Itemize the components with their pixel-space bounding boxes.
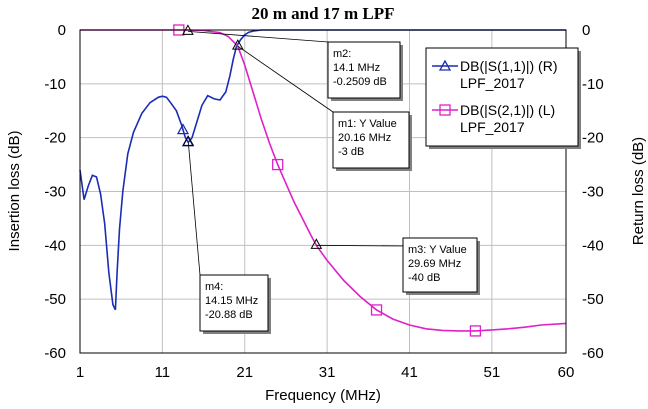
marker-box: [199, 274, 269, 332]
y-right-tick-label: -20: [582, 130, 604, 147]
y-right-tick-label: -60: [582, 345, 604, 362]
y-left-tick-label: -40: [44, 237, 66, 254]
marker-triangle: [231, 39, 244, 50]
legend-swatch-symbol: [438, 59, 452, 71]
y-left-tick-label: -20: [44, 130, 66, 147]
x-tick-label: 11: [155, 364, 171, 381]
x-tick-label: 41: [401, 364, 418, 381]
marker-triangle: [310, 238, 323, 249]
y-left-tick-label: 0: [58, 22, 66, 39]
legend-entry-name: DB(|S(2,1)|) (L): [460, 102, 555, 118]
marker-box: [402, 237, 478, 293]
x-tick-label: 1: [76, 364, 84, 381]
legend-entry-name-line2: LPF_2017: [460, 119, 525, 135]
marker-box: [332, 111, 410, 169]
series-line-s11: [79, 29, 566, 311]
marker-leader: [187, 30, 329, 43]
chart-title: 20 m and 17 m LPF: [251, 4, 394, 23]
marker-m4: m4: 14.15 MHz -20.88 dB: [182, 135, 271, 334]
tick-labels: 1 11 21 31 41 51 600 0-10 -10-20 -20-30 -30-40 -40-…: [44, 22, 603, 381]
marker-m3: m3: Y Value 29.69 MHz -40 dB: [310, 237, 480, 295]
y-left-tick-label: -50: [44, 291, 66, 308]
legend-entry-name-line2: LPF_2017: [460, 75, 525, 91]
x-tick-label: 21: [236, 364, 253, 381]
marker-box: [327, 41, 401, 99]
marker-text: -3 dB: [338, 146, 364, 158]
y-right-tick-label: -10: [582, 76, 604, 93]
y-left-tick-label: -60: [44, 345, 66, 362]
marker-text: 20.16 MHz: [338, 132, 391, 144]
marker-text: -20.88 dB: [205, 309, 253, 321]
series-symbol-s21: [469, 325, 482, 337]
marker-text: -40 dB: [408, 272, 440, 284]
marker-text: m4:: [205, 281, 223, 293]
y-left-tick-label: -10: [44, 76, 66, 93]
series-symbol-s11: [176, 123, 190, 135]
legend-entry-name: DB(|S(1,1)|) (R): [460, 58, 558, 74]
marker-leader: [237, 45, 334, 113]
x-tick-label: 51: [484, 364, 501, 381]
y-axis-right-label: Return loss (dB): [630, 137, 647, 245]
marker-m1: m1: Y Value 20.16 MHz -3 dB: [231, 39, 412, 171]
marker-text: 14.1 MHz: [333, 62, 380, 74]
plot-frame: [79, 29, 567, 354]
x-tick-label: 60: [558, 364, 575, 381]
marker-text: -0.2509 dB: [333, 76, 387, 88]
legend-box: [425, 47, 579, 147]
y-right-tick-label: 0: [582, 22, 590, 39]
marker-text: m3: Y Value: [408, 244, 467, 256]
y-right-tick-label: -50: [582, 291, 604, 308]
marker-layer: m1: Y Value 20.16 MHz -3 dB m2: 14.1 MHz -0.2…: [182, 24, 480, 334]
y-right-tick-label: -30: [582, 184, 604, 201]
y-left-tick-label: -30: [44, 184, 66, 201]
x-tick-label: 31: [319, 364, 336, 381]
marker-triangle: [182, 135, 195, 146]
x-axis-label: Frequency (MHz): [265, 387, 381, 404]
marker-m2: m2: 14.1 MHz -0.2509 dB: [182, 24, 403, 101]
marker-text: m1: Y Value: [338, 118, 397, 130]
legend-swatch-symbol: [439, 104, 451, 116]
marker-leader: [187, 142, 201, 276]
series-symbol-s21: [272, 158, 284, 171]
y-right-tick-label: -40: [582, 237, 604, 254]
marker-text: m2:: [333, 48, 351, 60]
marker-text: 29.69 MHz: [408, 258, 461, 270]
y-axis-left-label: Insertion loss (dB): [6, 131, 23, 252]
marker-text: 14.15 MHz: [205, 295, 258, 307]
series-symbol-s21: [370, 304, 383, 316]
marker-leader: [316, 244, 404, 247]
